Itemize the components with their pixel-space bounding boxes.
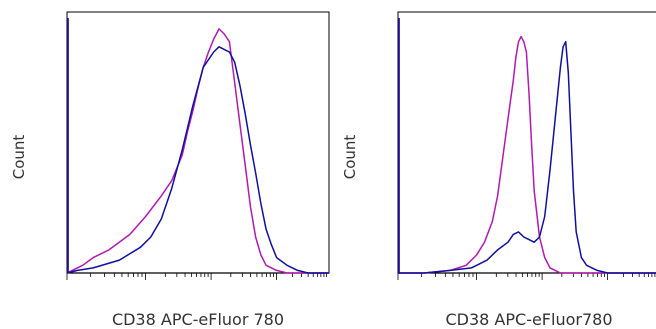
x-axis-ticks xyxy=(66,273,328,280)
y-axis-label: Count xyxy=(10,135,28,180)
histogram-series-1 xyxy=(66,46,329,274)
histogram-curves xyxy=(398,18,656,274)
y-axis-label: Count xyxy=(341,135,359,180)
histogram-curves xyxy=(66,18,329,274)
histogram-series-0 xyxy=(398,35,656,274)
plot-frame xyxy=(397,11,656,274)
histogram-panel-1: Count CD38 APC-eFluor 780 xyxy=(10,11,330,329)
x-axis-label: CD38 APC-eFluor780 xyxy=(445,310,612,329)
x-axis-ticks xyxy=(397,273,656,280)
histogram-panel-2: Count CD38 APC-eFluor780 xyxy=(341,11,656,329)
histogram-series-1 xyxy=(398,40,656,274)
x-axis-label: CD38 APC-eFluor 780 xyxy=(112,310,284,329)
histogram-series-0 xyxy=(66,28,329,274)
plot-frame xyxy=(66,11,330,274)
